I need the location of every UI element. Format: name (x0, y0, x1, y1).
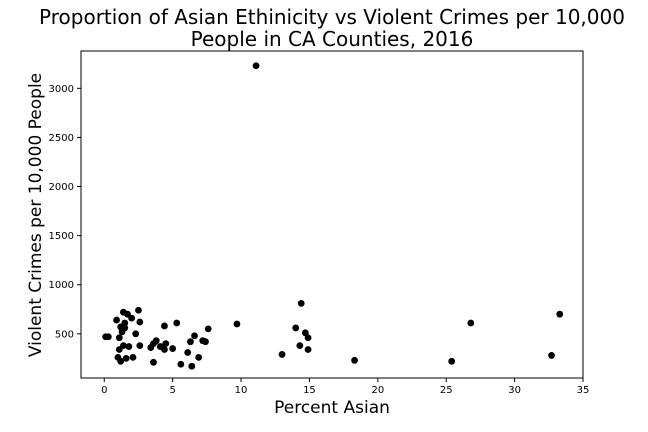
x-tick-label: 35 (577, 385, 590, 396)
data-point (113, 316, 120, 324)
x-tick-label: 10 (235, 385, 248, 396)
data-point (304, 334, 312, 342)
data-point (233, 320, 241, 328)
data-point (117, 357, 125, 365)
y-axis-ticks: 500 1000 1500 2000 2500 3000 (49, 84, 81, 340)
data-point (150, 358, 157, 366)
data-point (135, 306, 142, 314)
data-point (278, 351, 286, 358)
y-axis-label: Violent Crimes per 10,000 People (26, 73, 46, 357)
y-tick-label: 1500 (49, 231, 74, 242)
y-tick-label: 2500 (49, 133, 74, 144)
data-point (351, 356, 358, 364)
data-point (162, 340, 170, 348)
data-point (121, 324, 129, 332)
data-point (115, 334, 123, 342)
x-tick-label: 5 (169, 385, 175, 396)
data-point (296, 342, 304, 349)
data-point (129, 353, 137, 361)
data-point (556, 310, 564, 318)
data-point (448, 357, 456, 365)
data-point (184, 349, 192, 356)
data-point (125, 343, 133, 350)
y-tick-label: 1000 (49, 280, 74, 291)
chart-title: Proportion of Asian Ethinicity vs Violen… (39, 5, 625, 51)
data-point (292, 324, 300, 332)
data-point (548, 352, 555, 359)
data-point (195, 353, 203, 361)
x-axis-ticks: 0 5 10 15 20 25 30 35 (101, 378, 589, 396)
x-tick-label: 25 (440, 385, 453, 396)
y-tick-label: 2000 (49, 182, 74, 193)
data-point (202, 338, 209, 346)
data-point (304, 346, 312, 353)
data-point (121, 319, 129, 327)
data-point (120, 342, 127, 349)
y-tick-label: 3000 (49, 84, 74, 95)
data-point (161, 346, 168, 353)
data-point (187, 338, 194, 346)
x-tick-label: 20 (371, 385, 384, 396)
data-point (132, 330, 140, 338)
data-point (122, 354, 130, 362)
data-point (128, 314, 136, 322)
data-point (297, 299, 305, 307)
data-point (188, 362, 196, 370)
data-point (252, 62, 260, 70)
data-point (467, 319, 475, 327)
data-point (104, 333, 112, 341)
data-point (161, 322, 168, 330)
plot-frame (80, 50, 584, 379)
data-point (204, 325, 212, 333)
data-point (173, 319, 181, 327)
x-tick-label: 30 (508, 385, 521, 396)
data-points (102, 62, 564, 370)
data-point (169, 345, 177, 352)
data-point (177, 360, 185, 368)
data-point (152, 337, 160, 345)
x-tick-label: 0 (101, 385, 107, 396)
data-point (136, 318, 144, 326)
data-point (191, 332, 198, 340)
data-point (136, 342, 144, 349)
x-tick-label: 15 (303, 385, 316, 396)
y-tick-label: 500 (55, 329, 74, 340)
x-axis-label: Percent Asian (274, 398, 390, 418)
